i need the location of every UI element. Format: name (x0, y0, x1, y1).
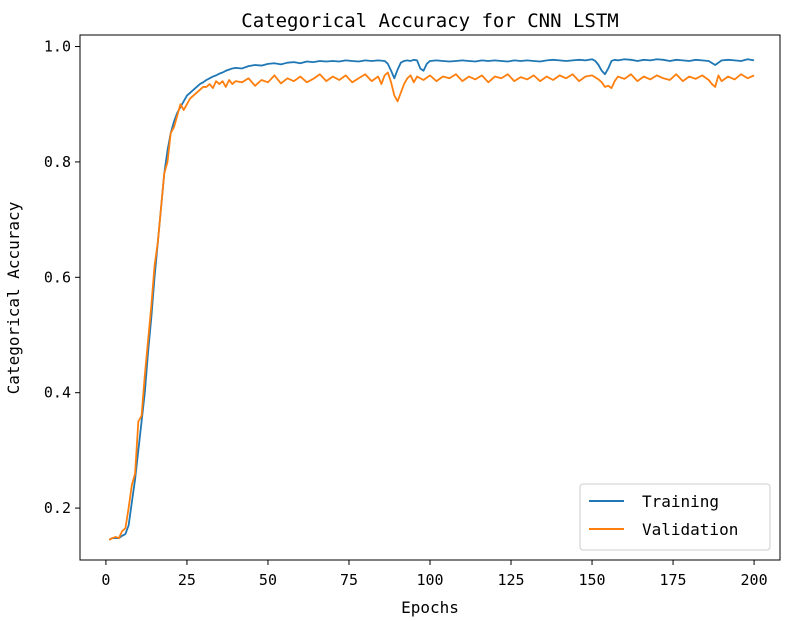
y-tick-label: 0.2 (44, 499, 71, 517)
x-tick-label: 100 (416, 571, 443, 589)
series-line-training (108, 58, 755, 541)
x-tick-label: 75 (340, 571, 358, 589)
x-tick-label: 125 (497, 571, 524, 589)
y-tick-label: 1.0 (44, 38, 71, 56)
y-axis-label: Categorical Accuracy (4, 201, 23, 394)
y-tick-label: 0.6 (44, 268, 71, 286)
plot-area: 0 25 50 75 100 125 150 175 200 0.2 0.4 0.6 0.8 1.0 (44, 34, 781, 589)
x-axis-label: Epochs (401, 598, 459, 617)
legend-label-training: Training (642, 492, 719, 511)
x-tick-label: 200 (741, 571, 768, 589)
plot-frame (79, 34, 781, 561)
chart-title: Categorical Accuracy for CNN LSTM (241, 10, 619, 32)
x-tick-label: 0 (101, 571, 110, 589)
y-tick-label: 0.8 (44, 153, 71, 171)
y-tick-label: 0.4 (44, 384, 71, 402)
x-tick-label: 50 (259, 571, 277, 589)
x-tick-label: 150 (578, 571, 605, 589)
series-line-validation (108, 71, 755, 541)
x-tick-label: 25 (178, 571, 196, 589)
x-tick-label: 175 (660, 571, 687, 589)
legend-box (579, 483, 771, 551)
legend: Training Validation (579, 483, 771, 551)
legend-label-validation: Validation (642, 520, 738, 539)
